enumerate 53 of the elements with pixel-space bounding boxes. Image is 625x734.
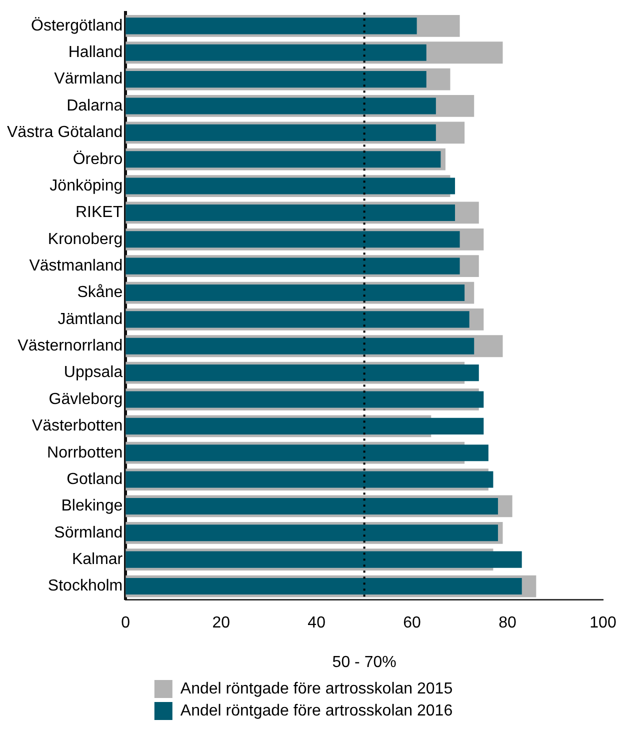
y-tick-label: Sörmland — [54, 524, 123, 542]
bar — [126, 364, 479, 382]
y-tick-label: Dalarna — [66, 97, 123, 114]
x-tick-label: 100 — [590, 614, 616, 632]
y-tick-label: Västra Götaland — [7, 124, 123, 142]
x-tick-label: 60 — [403, 614, 422, 632]
x-tick-label: 80 — [498, 614, 517, 632]
y-tick-label: RIKET — [76, 204, 123, 222]
bar — [126, 578, 522, 595]
bar — [126, 444, 488, 462]
y-tick-label: Jämtland — [58, 310, 123, 328]
y-tick-label: Skåne — [77, 284, 123, 302]
y-tick-label: Västerbotten — [32, 418, 123, 435]
y-tick-label: Jönköping — [50, 177, 123, 194]
y-tick-label: Östergötland — [31, 16, 123, 34]
x-axis-title: 50 - 70% — [332, 654, 396, 671]
bar — [126, 551, 522, 568]
bar — [126, 258, 460, 274]
bar — [126, 124, 436, 141]
bar — [126, 178, 456, 194]
y-tick-label: Värmland — [54, 70, 123, 88]
bar — [126, 151, 441, 168]
bar — [126, 311, 470, 328]
y-tick-label: Gotland — [66, 470, 123, 488]
bar — [126, 391, 484, 408]
y-tick-label: Blekinge — [61, 498, 123, 515]
bar — [126, 338, 474, 354]
bar — [126, 418, 484, 434]
y-tick-label: Kalmar — [72, 550, 124, 568]
y-tick-label: Uppsala — [64, 364, 123, 382]
x-tick-label: 0 — [121, 614, 130, 632]
y-tick-label: Stockholm — [48, 578, 123, 595]
y-tick-label: Gävleborg — [48, 390, 123, 408]
y-tick-label: Halland — [68, 44, 123, 62]
bar — [126, 498, 498, 514]
bar — [126, 18, 417, 34]
y-tick-label: Västernorrland — [18, 338, 123, 355]
bar — [126, 284, 465, 302]
y-tick-label: Kronoberg — [48, 230, 123, 248]
bar — [126, 44, 426, 61]
legend-label: Andel röntgade före artrosskolan 2015 — [180, 680, 453, 698]
bar — [126, 471, 494, 488]
x-tick-label: 40 — [308, 614, 326, 632]
x-tick-label: 20 — [212, 614, 230, 632]
legend-label: Andel röntgade före artrosskolan 2016 — [180, 702, 453, 720]
y-tick-label: Västmanland — [29, 257, 123, 274]
bar — [126, 71, 426, 88]
y-tick-label: Örebro — [72, 150, 123, 168]
y-tick-label: Norrbotten — [47, 444, 123, 462]
bar — [126, 231, 460, 248]
bar — [126, 98, 436, 114]
bar — [126, 524, 498, 542]
bar — [126, 204, 456, 221]
